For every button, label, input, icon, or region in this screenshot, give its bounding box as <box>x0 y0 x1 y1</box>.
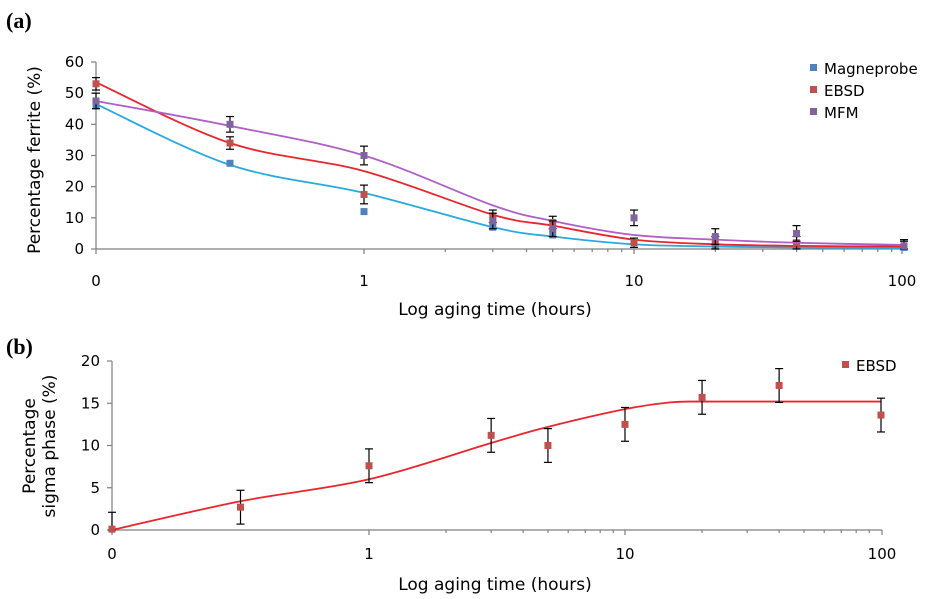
panel-a-mfm-point <box>900 242 908 250</box>
panel-a-mfm-legend-marker <box>810 108 817 115</box>
panel-b-ebsd-point <box>621 420 629 428</box>
panel-a-x-tick-label: 0 <box>91 272 101 290</box>
panel-a-chart: (a) Percentage ferrite (%) Log aging tim… <box>6 8 918 320</box>
panel-a-mfm-point <box>226 120 234 128</box>
panel-b-ebsd-fit-line <box>111 400 881 531</box>
panel-b-y-axis-title-line-2: sigma phase (%) <box>40 375 60 518</box>
panel-b-x-axis-title: Log aging time (hours) <box>398 575 592 595</box>
panel-b-marks: 0 5 10 15 20 0 1 10 100 EBSD <box>81 352 897 563</box>
panel-a-x-tick-label: 1 <box>359 272 369 290</box>
panel-a-magneprobe-point <box>226 159 234 167</box>
panel-b-ebsd-point <box>698 393 706 401</box>
panel-a-label: (a) <box>6 8 32 33</box>
panel-a-x-tick-label: 100 <box>888 272 917 290</box>
panel-b-y-tick-label: 20 <box>81 352 100 370</box>
panel-b-x-tick-label: 10 <box>615 545 634 563</box>
panel-a-y-tick-label: 0 <box>74 240 84 258</box>
panel-b-x-tick-label: 1 <box>364 545 374 563</box>
panel-a-ebsd-legend-marker <box>810 86 817 93</box>
panel-a-ebsd-point <box>92 80 100 88</box>
panel-b-y-tick-label: 5 <box>90 479 100 497</box>
panel-a-mfm-point <box>793 229 801 237</box>
panel-b-ebsd-point <box>487 431 495 439</box>
panel-a-mfm-point <box>360 152 368 159</box>
panel-a-y-tick-label: 40 <box>65 115 84 133</box>
panel-a-x-tick-label: 10 <box>624 272 643 290</box>
panel-a-mfm-point <box>489 217 497 225</box>
panel-a-ebsd-legend-label: EBSD <box>824 82 865 100</box>
panel-a-mfm-legend-label: MFM <box>824 104 859 122</box>
panel-a-marks: 0 10 20 30 40 50 60 0 1 10 100 Magneprobe EBSD MFM <box>65 53 918 290</box>
panel-b-label: (b) <box>6 334 33 359</box>
panel-a-magneprobe-legend-label: Magneprobe <box>824 60 918 78</box>
panel-a-mfm-point <box>92 97 100 105</box>
panel-b-y-tick-label: 10 <box>81 437 100 455</box>
panel-b-y-axis-title-line-1: Percentage <box>20 398 40 494</box>
panel-a-mfm-point <box>549 225 557 233</box>
panel-a-y-tick-label: 10 <box>65 209 84 227</box>
panel-b-x-tick-label: 0 <box>107 545 117 563</box>
panel-b-ebsd-point <box>877 411 885 419</box>
panel-a-magneprobe-legend-marker <box>810 64 817 71</box>
panel-a-x-axis-title: Log aging time (hours) <box>398 300 592 320</box>
panel-a-y-tick-label: 60 <box>65 53 84 71</box>
panel-a-ebsd-point <box>226 139 234 147</box>
panel-b-ebsd-legend-marker <box>842 361 849 368</box>
panel-a-y-tick-label: 20 <box>65 178 84 196</box>
panel-b-ebsd-point <box>365 462 373 470</box>
panel-a-magneprobe-fit-line <box>95 103 905 249</box>
panel-a-mfm-fit-line <box>95 100 905 246</box>
panel-a-y-tick-label: 30 <box>65 147 84 165</box>
panel-b-ebsd-point <box>108 525 116 533</box>
panel-a-y-axis-title: Percentage ferrite (%) <box>25 66 45 254</box>
panel-b-y-tick-label: 15 <box>81 394 100 412</box>
panel-b-ebsd-point <box>775 382 783 390</box>
panel-b-ebsd-legend-label: EBSD <box>856 357 897 375</box>
panel-a-ebsd-point <box>630 239 638 247</box>
panel-a-ebsd-point <box>360 190 368 198</box>
panel-b-x-tick-label: 100 <box>868 545 897 563</box>
panel-a-magneprobe-point <box>360 208 368 216</box>
panel-b-y-tick-label: 0 <box>90 521 100 539</box>
panel-a-ebsd-fit-line <box>95 81 905 248</box>
panel-b-chart: (b) Percentage sigma phase (%) Log aging… <box>6 334 897 595</box>
panel-a-mfm-point <box>630 214 638 222</box>
panel-a-y-tick-label: 50 <box>65 84 84 102</box>
panel-b-ebsd-point <box>237 503 244 511</box>
panel-a-mfm-point <box>711 233 719 241</box>
panel-b-ebsd-point <box>544 442 552 449</box>
